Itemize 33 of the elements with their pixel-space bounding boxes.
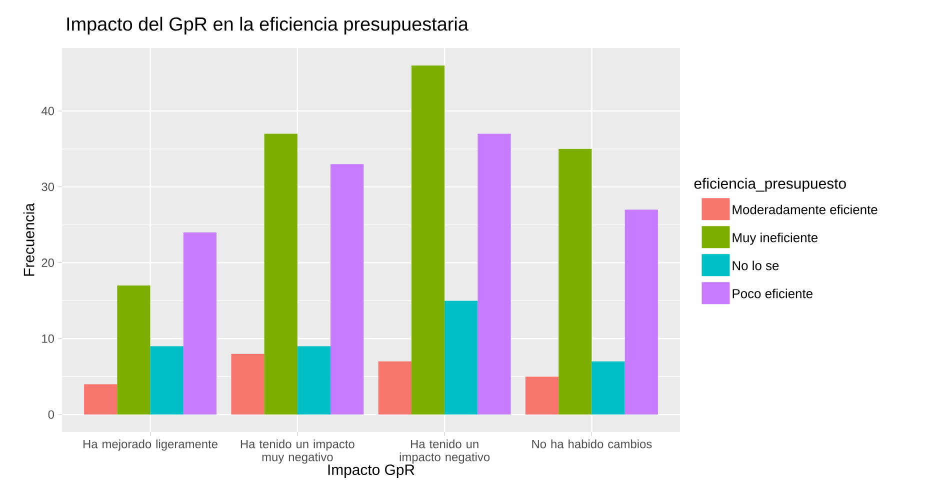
x-tick-label: Ha tenido un impacto negativo — [400, 440, 490, 464]
bar — [84, 384, 118, 415]
x-tick-label: Ha tenido un impacto muy negativo — [240, 440, 354, 464]
bar — [411, 65, 445, 415]
bar — [478, 134, 511, 415]
chart-title: Impacto del GpR en la eficiencia presupuestaria — [67, 16, 468, 34]
y-tick-label: 0 — [48, 410, 54, 419]
legend-label: Poco eficiente — [732, 288, 812, 298]
bar — [231, 354, 264, 415]
bar — [526, 376, 559, 415]
x-tick-label: Ha mejorado ligeramente — [83, 440, 218, 451]
bar — [378, 361, 412, 415]
bar — [330, 164, 364, 415]
bar — [558, 148, 592, 415]
legend-label: No lo se — [732, 260, 779, 270]
bar — [183, 232, 216, 415]
y-tick-label: 20 — [42, 258, 54, 267]
bar — [117, 286, 150, 415]
y-axis-title: Frecuencia — [23, 203, 34, 276]
bar — [150, 346, 184, 415]
bar — [592, 361, 625, 415]
x-axis-title: Impacto GpR — [328, 464, 414, 478]
bar — [624, 210, 658, 415]
bar — [444, 300, 478, 415]
y-tick-label: 40 — [41, 106, 54, 116]
bar — [264, 134, 298, 415]
y-tick-label: 30 — [42, 182, 54, 192]
bar — [297, 346, 331, 415]
legend-label: Muy ineficiente — [732, 232, 818, 245]
legend-title: eficiencia_presupuesto — [694, 178, 846, 192]
x-tick-label: No ha habido cambios — [532, 440, 652, 448]
y-tick-label: 10 — [42, 334, 54, 343]
legend-label: Moderadamente eficiente — [732, 204, 878, 214]
